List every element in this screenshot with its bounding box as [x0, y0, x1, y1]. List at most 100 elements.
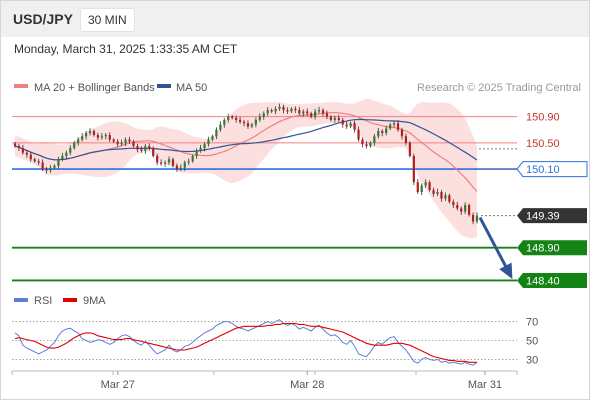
candle-body [148, 146, 151, 149]
candle [152, 146, 155, 158]
candle-body [215, 129, 218, 137]
candle-body [179, 167, 182, 170]
candle-body [444, 195, 447, 199]
candle [381, 129, 384, 137]
candle-body [25, 152, 28, 155]
candle-body [17, 146, 21, 149]
candle-body [81, 136, 84, 140]
candle [448, 193, 451, 204]
candle [223, 117, 226, 128]
rsi-tick-label: 70 [526, 317, 538, 329]
candle [160, 159, 163, 166]
candle-body [199, 148, 202, 151]
candle [452, 199, 455, 208]
candle [424, 179, 427, 188]
candle-body [404, 136, 408, 143]
candle [333, 115, 336, 123]
candle-body [270, 110, 273, 112]
candle-body [152, 148, 155, 156]
candle-body [298, 110, 301, 114]
candle-body [45, 169, 48, 171]
candle [302, 109, 305, 117]
candle [25, 150, 28, 158]
candle-body [183, 162, 186, 168]
candle [325, 110, 329, 120]
candle [278, 103, 281, 111]
level-label-box [517, 240, 587, 256]
candle-body [207, 139, 210, 145]
candle [400, 127, 404, 140]
candle [191, 154, 194, 163]
candle [132, 139, 135, 148]
candle-body [400, 129, 404, 137]
x-tick-label: Mar 27 [101, 379, 135, 391]
candle-body [408, 142, 411, 156]
candle [310, 111, 313, 119]
candle [163, 160, 167, 168]
candle-body [195, 150, 198, 156]
candle-body [132, 141, 135, 147]
candle [77, 137, 80, 146]
timestamp: Monday, March 31, 2025 1:33:35 AM CET [14, 42, 238, 56]
candle [365, 141, 368, 149]
candle [306, 108, 309, 116]
candle [432, 187, 435, 197]
timeframe-selector[interactable]: 30 MIN [80, 8, 135, 32]
candle [21, 144, 24, 155]
candle [412, 153, 415, 185]
candle [471, 212, 475, 225]
level-label-149.39: 149.39 [517, 208, 587, 224]
candle [112, 137, 115, 144]
ma50-legend-label: MA 50 [176, 82, 207, 94]
rsi-legend-label: RSI [34, 295, 52, 307]
candle-body [385, 128, 388, 134]
ma50-line [14, 118, 478, 161]
candle-body [317, 110, 321, 112]
candle-body [175, 165, 178, 170]
level-label-box [517, 272, 587, 288]
candle-body [420, 185, 423, 192]
candle-body [321, 110, 325, 114]
level-label-text: 150.90 [526, 112, 560, 124]
candle-body [416, 182, 419, 192]
candle [37, 158, 40, 166]
level-label-box [517, 208, 587, 224]
candle-body [140, 149, 143, 151]
candle-body [88, 131, 92, 134]
candle [298, 106, 301, 116]
candle [408, 141, 411, 158]
candle-body [171, 159, 175, 166]
candle [108, 132, 111, 143]
candle-body [369, 142, 372, 147]
projection-arrow [478, 216, 513, 280]
level-label-148.40: 148.40 [517, 272, 587, 288]
candle-body [302, 111, 305, 114]
candle [428, 180, 431, 192]
candle-body [104, 135, 107, 137]
candle [353, 120, 356, 133]
candle [49, 164, 52, 173]
candle [171, 157, 175, 168]
candle [349, 121, 352, 129]
candle-body [381, 131, 384, 134]
level-label-text: 150.50 [526, 138, 560, 150]
candle-body [191, 155, 194, 162]
candle-body [337, 117, 340, 120]
candle [266, 107, 269, 116]
candle-body [238, 119, 242, 122]
candle [120, 139, 123, 147]
candle-body [258, 116, 261, 120]
level-label-text: 148.90 [526, 243, 560, 255]
rsi-9ma-line [14, 322, 477, 363]
candle-body [235, 117, 238, 120]
candle-body [341, 119, 344, 125]
candle [357, 126, 360, 142]
candle [227, 113, 230, 123]
candle-body [231, 116, 234, 118]
level-label-box [516, 161, 588, 178]
candle [207, 136, 210, 147]
candle [235, 115, 238, 123]
candle [203, 142, 206, 152]
candle-body [57, 159, 60, 166]
